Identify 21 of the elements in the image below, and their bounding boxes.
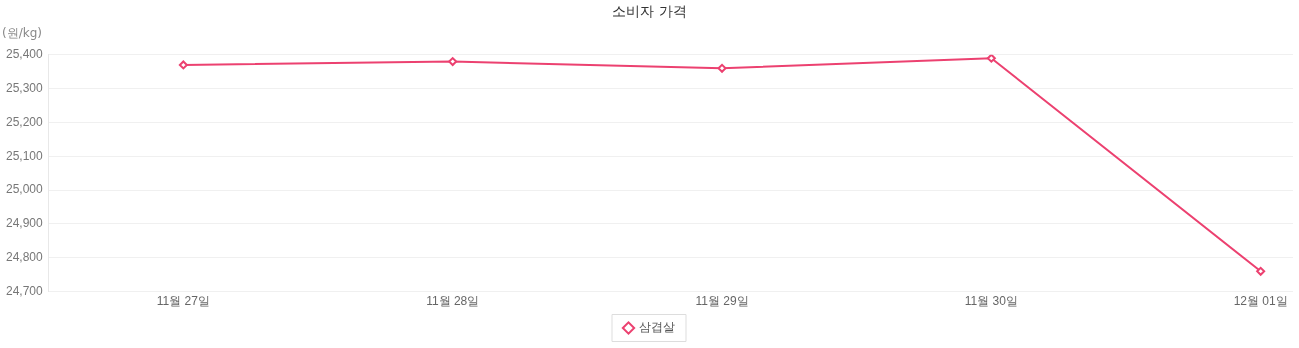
y-tick-label: 24,700 xyxy=(6,283,44,298)
x-tick-label: 11월 29일 xyxy=(695,294,749,309)
y-tick-label: 25,000 xyxy=(6,182,44,197)
legend-label: 삼겹살 xyxy=(638,320,675,335)
x-tick-label: 11월 28일 xyxy=(426,294,480,309)
x-tick-label: 11월 27일 xyxy=(156,294,210,309)
x-tick-label: 12월 01일 xyxy=(1233,294,1288,309)
y-tick-label: 24,800 xyxy=(6,250,44,265)
point xyxy=(448,57,458,67)
point xyxy=(986,54,996,63)
y-tick-label: 24,900 xyxy=(6,216,44,231)
y-tick-label: 25,100 xyxy=(6,148,44,163)
x-tick-label: 11월 30일 xyxy=(964,294,1018,309)
y-axis-title: (원/kg) xyxy=(2,26,42,41)
chart-title: 소비자 가격 xyxy=(612,3,687,20)
point xyxy=(1256,266,1266,276)
y-tick-label: 25,200 xyxy=(6,114,44,129)
y-tick-label: 25,300 xyxy=(6,80,44,95)
point xyxy=(178,60,188,70)
point xyxy=(717,63,727,73)
y-tick-label: 25,400 xyxy=(6,47,44,62)
